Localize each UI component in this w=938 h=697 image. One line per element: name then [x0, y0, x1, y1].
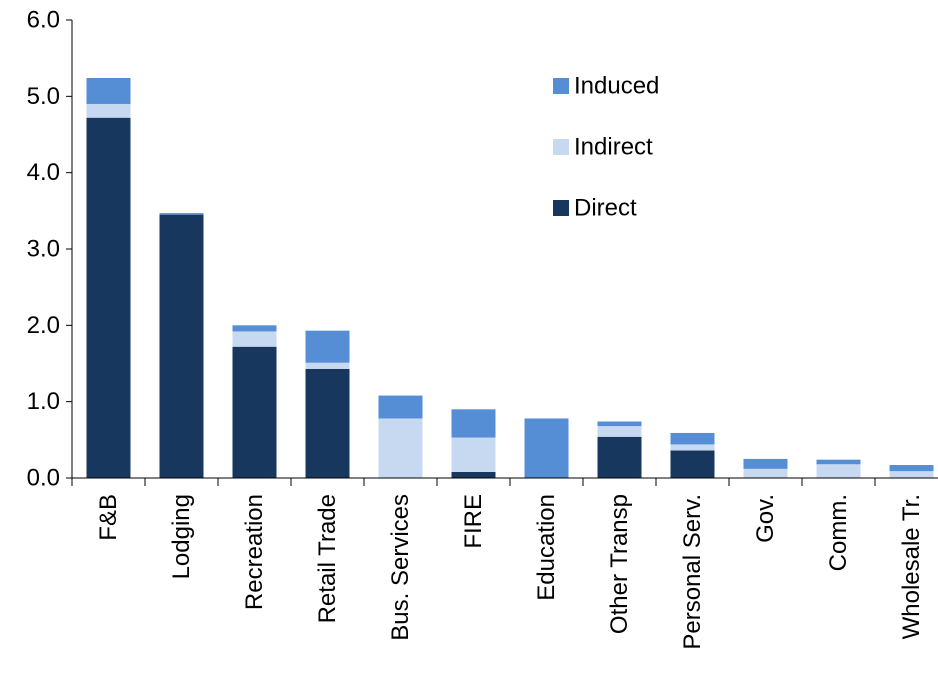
x-tick-label-8: Personal Serv. — [679, 494, 706, 650]
y-tick-label-2: 2.0 — [27, 312, 60, 339]
bar-indirect-7 — [597, 426, 642, 437]
legend-swatch-direct — [553, 200, 569, 216]
x-tick-label-4: Bus. Services — [387, 494, 414, 641]
bar-direct-7 — [597, 436, 642, 478]
bar-direct-8 — [670, 450, 715, 478]
bar-indirect-8 — [670, 444, 715, 451]
bars-layer — [86, 78, 934, 479]
legend-label-induced: Induced — [574, 73, 659, 100]
bar-induced-10 — [816, 459, 861, 465]
bar-induced-5 — [451, 409, 496, 438]
bar-induced-8 — [670, 432, 715, 445]
x-tick-label-6: Education — [533, 494, 560, 601]
y-tick-label-1: 1.0 — [27, 388, 60, 415]
bar-induced-7 — [597, 421, 642, 427]
y-tick-label-0: 0.0 — [27, 465, 60, 492]
bar-induced-3 — [305, 330, 350, 363]
bar-induced-9 — [743, 458, 788, 469]
bar-indirect-3 — [305, 362, 350, 369]
bar-indirect-2 — [232, 331, 277, 347]
y-tick-label-6: 6.0 — [27, 7, 60, 34]
legend-swatch-induced — [553, 78, 569, 94]
bar-induced-2 — [232, 325, 277, 332]
x-tick-label-3: Retail Trade — [314, 494, 341, 623]
bar-indirect-11 — [889, 471, 934, 478]
bar-direct-2 — [232, 346, 277, 478]
bar-induced-4 — [378, 395, 423, 419]
x-tick-label-10: Comm. — [825, 494, 852, 571]
x-tick-label-5: FIRE — [460, 494, 487, 549]
x-tick-label-1: Lodging — [168, 494, 195, 579]
bar-indirect-10 — [816, 464, 861, 478]
ticks-layer: 0.0 1.0 2.0 3.0 4.0 5.0 6.0 F&B Lodging Recreatio… — [27, 7, 925, 650]
bar-direct-1 — [159, 214, 204, 478]
x-tick-label-7: Other Transp — [606, 494, 633, 634]
bar-indirect-4 — [378, 418, 423, 478]
x-tick-label-11: Wholesale Tr. — [898, 494, 925, 639]
x-tick-label-9: Gov. — [752, 494, 779, 543]
bar-direct-5 — [451, 471, 496, 478]
y-tick-label-5: 5.0 — [27, 83, 60, 110]
bar-induced-6 — [524, 418, 569, 478]
legend-label-direct: Direct — [574, 195, 637, 222]
x-tick-label-2: Recreation — [241, 494, 268, 610]
bar-indirect-5 — [451, 437, 496, 472]
y-tick-label-3: 3.0 — [27, 236, 60, 263]
legend: Induced Indirect Direct — [553, 73, 659, 222]
bar-induced-0 — [86, 78, 131, 104]
bar-indirect-9 — [743, 468, 788, 478]
x-tick-label-0: F&B — [95, 494, 122, 541]
bar-direct-3 — [305, 368, 350, 478]
bar-direct-0 — [86, 117, 131, 479]
legend-swatch-indirect — [553, 139, 569, 155]
y-tick-label-4: 4.0 — [27, 159, 60, 186]
bar-induced-1 — [159, 213, 204, 215]
bar-induced-11 — [889, 465, 934, 472]
legend-label-indirect: Indirect — [574, 134, 653, 161]
bar-indirect-0 — [86, 103, 131, 118]
